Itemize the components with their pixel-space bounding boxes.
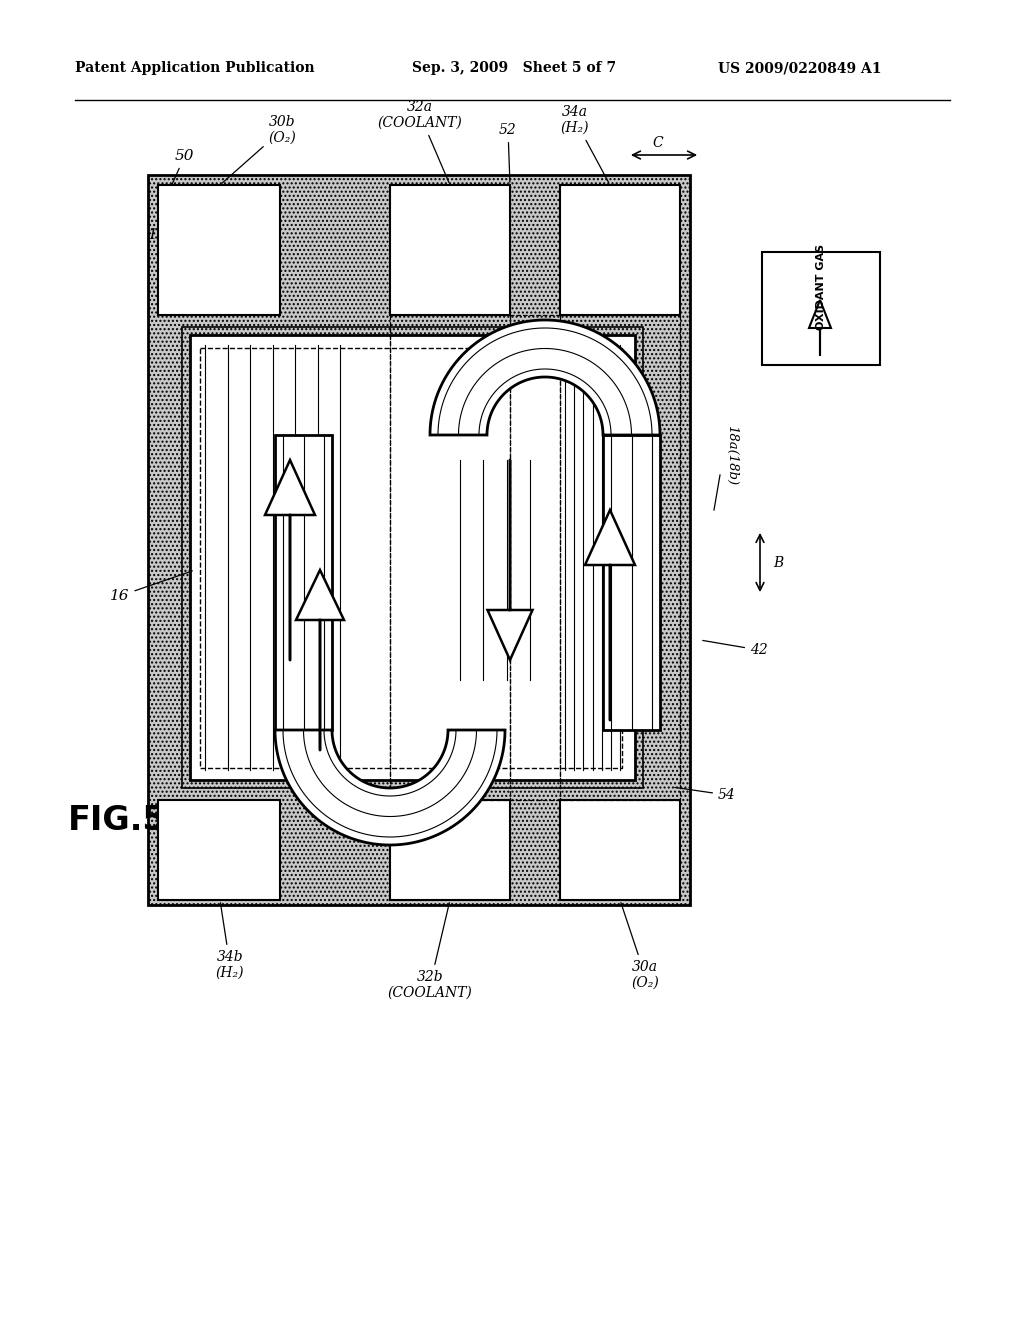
Bar <box>158 185 280 315</box>
Bar <box>200 348 622 768</box>
Polygon shape <box>275 730 505 845</box>
Text: 30a
(O₂): 30a (O₂) <box>621 903 658 990</box>
Text: US 2009/0220849 A1: US 2009/0220849 A1 <box>718 61 882 75</box>
Polygon shape <box>603 436 660 730</box>
Polygon shape <box>430 319 660 436</box>
Bar <box>158 800 280 900</box>
Text: 34b
(H₂): 34b (H₂) <box>216 903 245 979</box>
FancyArrow shape <box>585 510 635 719</box>
Bar <box>390 800 510 900</box>
Bar <box>390 185 510 315</box>
Text: 34a
(H₂): 34a (H₂) <box>561 104 608 182</box>
Text: 16: 16 <box>110 572 193 603</box>
Bar <box>560 800 680 900</box>
Text: 18: 18 <box>148 228 168 242</box>
Bar <box>190 335 635 780</box>
FancyArrow shape <box>265 459 315 660</box>
Text: FIG.5: FIG.5 <box>68 804 167 837</box>
Text: Patent Application Publication: Patent Application Publication <box>75 61 314 75</box>
Text: 54: 54 <box>675 788 736 803</box>
Text: 32a
(COOLANT): 32a (COOLANT) <box>378 100 463 182</box>
Polygon shape <box>275 436 332 730</box>
Text: B: B <box>773 556 783 570</box>
Bar <box>560 185 680 315</box>
Text: 30b
(O₂): 30b (O₂) <box>222 115 296 183</box>
Text: 32b
(COOLANT): 32b (COOLANT) <box>388 903 472 1001</box>
Bar <box>148 176 690 906</box>
FancyArrow shape <box>296 570 344 750</box>
Text: Sep. 3, 2009   Sheet 5 of 7: Sep. 3, 2009 Sheet 5 of 7 <box>412 61 616 75</box>
Text: 42: 42 <box>702 640 768 657</box>
Text: C: C <box>652 136 663 150</box>
Bar <box>762 252 880 366</box>
Text: OXIDANT GAS: OXIDANT GAS <box>816 244 826 330</box>
FancyArrow shape <box>487 459 532 660</box>
Text: 50: 50 <box>166 149 195 198</box>
Text: 52: 52 <box>499 123 517 182</box>
Bar <box>182 327 643 788</box>
FancyArrow shape <box>809 300 831 355</box>
Text: 18a(18b): 18a(18b) <box>725 425 738 484</box>
